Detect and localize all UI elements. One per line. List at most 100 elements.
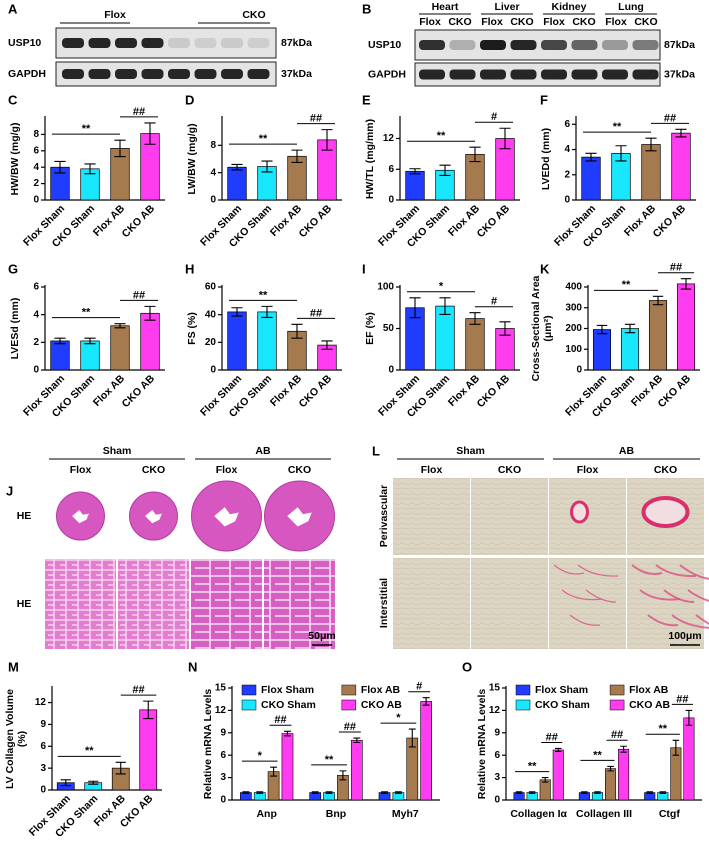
error-bar [84, 337, 96, 345]
y-axis-label: (μm²) [542, 315, 554, 341]
error-bar [284, 730, 291, 737]
legend-swatch [241, 699, 257, 711]
blot-band [449, 69, 476, 80]
group-label: Sham [456, 445, 485, 457]
y-tick-label: 12 [489, 705, 501, 716]
error-bar [54, 160, 66, 174]
y-tick-label: 6 [33, 282, 39, 293]
error-bar [409, 168, 421, 175]
error-bar [353, 737, 361, 744]
error-bar [607, 765, 614, 772]
interstitial-fibrosis [695, 614, 709, 626]
ventricle-lumen [145, 510, 162, 524]
bar [281, 733, 294, 801]
y-tick-label: 0 [33, 365, 39, 376]
y-tick-label: 0 [40, 785, 46, 796]
group-label: AB [255, 445, 271, 457]
error-bar [659, 791, 667, 794]
error-bar [114, 139, 126, 158]
error-bar [409, 297, 421, 319]
significance-label: ## [310, 113, 322, 125]
size-label: 87kDa [281, 37, 312, 49]
y-axis-label: LV Collagen Volume [4, 689, 16, 789]
bar [671, 132, 691, 201]
blot-band [247, 38, 270, 48]
bar [552, 749, 564, 801]
interstitial-fibrosis [647, 614, 679, 627]
error-bar [499, 321, 511, 336]
legend-swatch [341, 699, 357, 711]
stain-label: HE [17, 598, 32, 610]
blot-band [632, 40, 659, 50]
significance-label: ## [133, 106, 145, 118]
vessel-fibrosis [641, 496, 690, 528]
x-tick-label: Myh7 [392, 808, 419, 820]
error-bar [394, 791, 402, 794]
panel-label: K [540, 261, 550, 276]
significance-label: ** [82, 307, 91, 319]
error-bar [321, 340, 333, 350]
size-label: 87kDa [664, 39, 695, 51]
y-axis-label: FS (%) [186, 312, 198, 345]
blot-band [571, 40, 598, 50]
error-bar [339, 770, 347, 781]
lane-label: Flox [605, 16, 627, 28]
interstitial-fibrosis [553, 564, 585, 575]
y-tick-label: 0 [210, 365, 216, 376]
significance-label: ## [344, 721, 356, 733]
legend-label: Flox AB [629, 684, 669, 696]
x-tick-label: CKO AB [120, 202, 158, 240]
lane-label: CKO [634, 16, 657, 28]
y-axis-label: Relative mRNA Levels [476, 689, 488, 800]
legend-label: Flox Sham [535, 684, 588, 696]
protein-label: GAPDH [368, 68, 406, 80]
error-bar [439, 164, 451, 176]
error-bar [652, 295, 664, 306]
panel-label: C [8, 92, 18, 107]
error-bar [615, 145, 627, 162]
legend-swatch [515, 699, 531, 711]
y-tick-label: 2 [564, 169, 570, 180]
sirius-perivascular-image [393, 478, 470, 555]
bar [435, 305, 455, 371]
genotype-label: CKO [498, 464, 521, 476]
blot-band [221, 38, 243, 48]
significance-label: ** [259, 289, 268, 301]
y-axis-label: Cross-Sectional Area [530, 275, 542, 381]
blot-band [480, 40, 506, 50]
panel-label: M [8, 659, 19, 674]
x-tick-label: Anp [256, 808, 276, 820]
significance-label: ** [622, 279, 631, 291]
blot-band [88, 69, 111, 79]
genotype-label: CKO [288, 464, 311, 476]
y-tick-label: 9 [40, 719, 46, 730]
legend-label: Flox Sham [261, 684, 314, 696]
he-tissue-image [118, 559, 189, 649]
y-tick-label: 0 [210, 195, 216, 206]
y-tick-label: 0 [388, 195, 394, 206]
vessel-fibrosis [570, 500, 589, 524]
blot-band [168, 38, 190, 48]
protein-label: USP10 [368, 39, 401, 51]
y-tick-label: 0 [33, 195, 39, 206]
y-tick-label: 12 [215, 705, 227, 716]
blot-band [541, 69, 567, 80]
bar [405, 170, 425, 201]
panel-label: O [462, 659, 472, 674]
legend-label: Flox AB [361, 684, 401, 696]
y-tick-label: 100 [377, 282, 394, 293]
blot-band [115, 38, 137, 48]
error-bar [325, 791, 333, 794]
interstitial-fibrosis [663, 589, 695, 603]
y-tick-label: 8 [33, 129, 39, 140]
y-tick-label: 6 [388, 164, 394, 175]
interstitial-fibrosis [631, 564, 663, 575]
error-bar [115, 761, 126, 775]
interstitial-fibrosis [577, 564, 619, 577]
legend-label: CKO Sham [261, 699, 316, 711]
error-bar [594, 791, 601, 794]
significance-label: # [416, 681, 422, 693]
significance-label: * [439, 281, 444, 293]
sirius-interstitial-image [393, 558, 470, 649]
